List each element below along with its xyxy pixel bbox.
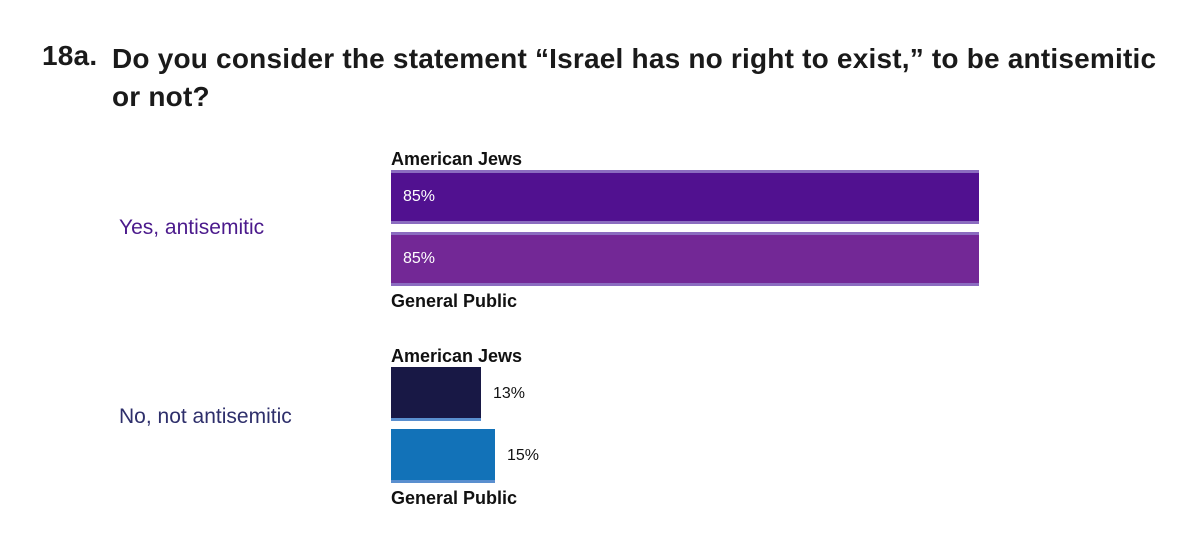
- category-label: Yes, antisemitic: [119, 216, 265, 239]
- series-label: General Public: [391, 291, 518, 311]
- data-label: 15%: [507, 447, 540, 464]
- bar: [391, 429, 495, 483]
- bar: [391, 367, 481, 421]
- series-label: American Jews: [391, 346, 523, 366]
- data-label: 13%: [493, 385, 526, 402]
- data-label: 85%: [403, 250, 436, 267]
- chart-title: Do you consider the statement “Israel ha…: [112, 43, 1157, 112]
- category-label: No, not antisemitic: [119, 405, 292, 428]
- series-label: American Jews: [391, 149, 523, 169]
- data-label: 85%: [403, 188, 436, 205]
- series-label: General Public: [391, 488, 518, 508]
- bar: [391, 232, 979, 286]
- bar: [391, 170, 979, 224]
- question-number: 18a.: [42, 40, 98, 71]
